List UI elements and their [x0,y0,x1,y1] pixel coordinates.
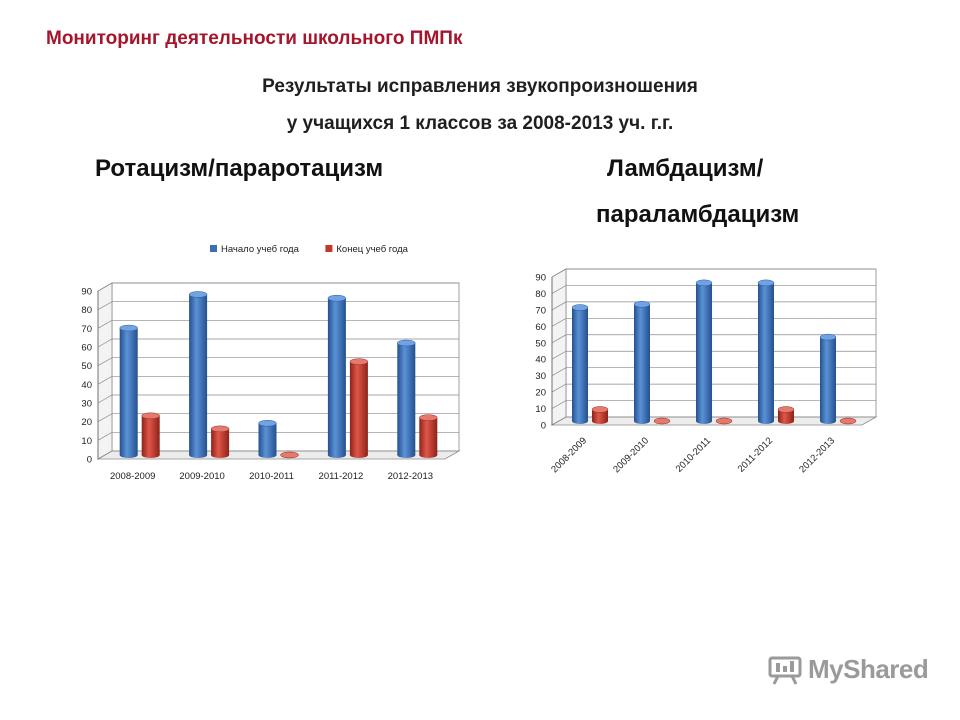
myshared-logo: MyShared [768,654,929,685]
y-tick-label: 60 [535,322,546,333]
bar [633,300,651,424]
y-tick-label: 30 [81,399,92,410]
x-tick-label: 2010-2011 [249,471,294,482]
y-tick-label: 60 [81,343,92,354]
y-tick-label: 80 [535,289,546,300]
gridline [97,282,459,292]
bar [839,417,857,425]
x-tick-label: 2012-2013 [388,471,433,482]
bar [280,451,299,459]
x-tick-label: 2009-2010 [179,471,224,482]
left-bar-chart: 0 10 20 30 40 50 60 70 80 90 2008-2009 2009-2010 201… [81,244,461,482]
y-tick-label: 20 [535,388,546,399]
bar [715,417,733,425]
x-tick-label: 2011-2012 [736,435,775,474]
x-tick-label: 2010-2011 [674,435,713,474]
legend-swatch [210,245,217,252]
logo-text: MyShared [808,654,929,684]
x-tick-label: 2009-2010 [611,435,651,475]
legend-label: Конец учеб года [336,244,408,255]
bar [210,425,230,458]
y-tick-label: 50 [535,338,546,349]
x-tick-label: 2008-2009 [110,471,155,482]
bar [757,279,775,424]
y-tick-label: 0 [87,455,92,466]
legend-label: Начало учеб года [221,244,300,255]
legend-swatch [325,245,333,252]
y-tick-label: 10 [535,404,546,415]
y-tick-label: 40 [535,355,546,366]
bar [141,412,160,458]
bar [349,358,369,458]
bar [188,291,208,458]
y-tick-label: 0 [541,421,546,432]
bar [119,324,138,458]
chart-side-wall [97,282,113,460]
y-tick-label: 70 [535,305,546,316]
bar [571,304,589,424]
y-tick-label: 50 [81,361,92,372]
y-tick-label: 30 [535,371,546,382]
right-chart-heading-line-1: Ламбдацизм/ [607,155,764,182]
right-chart-heading-line-2: параламбдацизм [596,201,800,228]
bar [653,417,671,425]
subtitle-line-1: Результаты исправления звукопроизношения [262,76,698,97]
bar [777,406,795,424]
y-tick-label: 80 [81,305,92,316]
x-tick-label: 2011-2012 [319,471,364,482]
left-chart-heading: Ротацизм/параротацизм [95,155,384,182]
y-tick-label: 90 [535,273,546,284]
y-tick-label: 10 [81,436,92,447]
subtitle-line-2: у учащихся 1 классов за 2008-2013 уч. г.… [286,113,674,134]
y-tick-label: 70 [81,324,92,335]
bar [327,294,347,458]
bar [695,279,713,424]
y-tick-label: 40 [81,380,92,391]
right-bar-chart: 0 10 20 30 40 50 60 70 80 90 2008-2009 2009-2010 201… [535,268,878,475]
bar [419,414,438,458]
bar [258,420,277,458]
page-title: Мониторинг деятельности школьного ПМПк [46,28,463,49]
bar [819,333,837,424]
bar [591,406,609,424]
bar [397,339,416,458]
y-tick-label: 90 [81,287,92,298]
y-tick-label: 20 [81,417,92,428]
x-tick-label: 2012-2013 [797,435,837,475]
gridline [551,268,876,278]
presentation-board-icon [768,656,802,685]
x-tick-label: 2008-2009 [549,435,589,475]
